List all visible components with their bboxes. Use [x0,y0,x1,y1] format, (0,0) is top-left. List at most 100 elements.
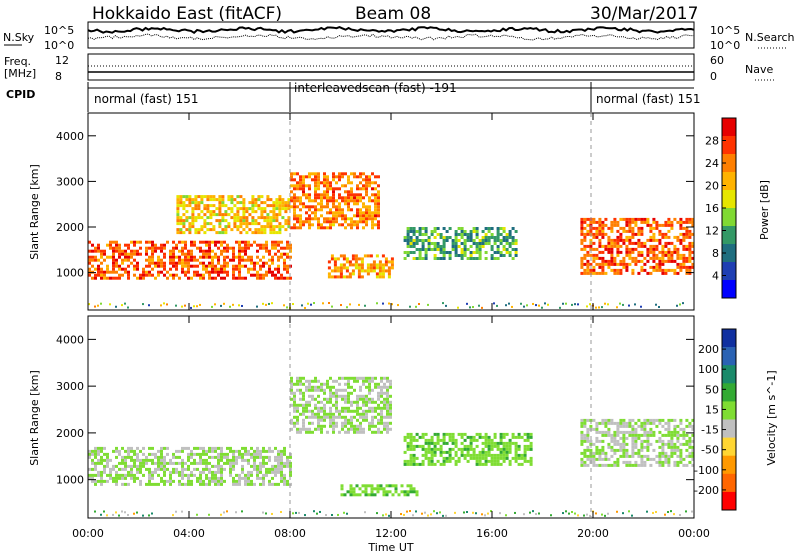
data-cell [136,464,139,468]
data-cell [278,228,282,232]
data-cell [323,190,326,194]
data-cell [475,227,479,230]
data-cell [220,243,223,247]
data-cell [178,455,181,459]
data-cell [244,249,247,253]
data-cell [118,267,121,271]
data-cell [251,219,255,223]
data-cell [139,461,142,465]
ground-scatter-cell [445,304,447,307]
data-cell [330,275,334,279]
data-cell [454,453,458,457]
data-cell [661,250,665,254]
data-cell [148,258,151,262]
data-cell [640,241,644,245]
data-cell [244,252,247,256]
ground-scatter-cell [427,303,429,306]
data-cell [445,450,449,454]
data-cell [409,459,413,463]
ground-scatter-cell [409,510,411,513]
data-cell [460,441,464,445]
data-cell [380,421,383,425]
data-cell [403,236,407,239]
data-cell [238,476,241,480]
data-cell [223,258,226,262]
data-cell [667,217,671,221]
data-cell [487,227,491,230]
data-cell [145,249,148,253]
data-cell [326,211,329,215]
data-cell [433,254,437,257]
data-cell [166,479,169,483]
data-cell [661,271,665,275]
data-cell [203,231,207,235]
freq-panel: Freq. [MHz] Nave 12 8 60 0 [4,53,775,83]
data-cell [649,457,653,461]
data-cell [379,487,383,491]
data-cell [406,233,410,236]
data-cell [374,415,377,419]
data-cell [412,435,416,439]
data-cell [685,229,689,233]
data-cell [320,196,323,200]
data-cell [628,433,632,437]
data-cell [406,462,410,466]
data-cell [271,270,274,274]
data-cell [311,430,314,434]
data-cell [202,267,205,271]
data-cell [260,210,264,214]
data-cell [106,276,109,280]
data-cell [616,430,620,434]
data-cell [344,172,347,176]
data-cell [368,199,371,203]
data-cell [283,473,286,477]
data-cell [335,394,338,398]
data-cell [94,276,97,280]
data-cell [375,272,379,276]
data-cell [206,204,210,208]
data-cell [142,452,145,456]
data-cell [91,452,94,456]
data-cell [172,246,175,250]
data-cell [208,455,211,459]
data-cell [239,222,243,226]
data-cell [184,252,187,256]
data-cell [406,432,410,436]
data-cell [199,276,202,280]
data-cell [194,207,198,211]
data-cell [344,415,347,419]
data-cell [637,226,641,230]
data-cell [430,462,434,466]
data-cell [688,268,692,272]
data-cell [296,379,299,383]
x-tick-label: 16:00 [476,527,508,540]
data-cell [601,433,605,437]
data-cell [613,439,617,443]
data-cell [268,449,271,453]
data-cell [136,446,139,450]
data-cell [676,271,680,275]
data-cell [430,435,434,439]
ground-scatter-cell [679,303,681,306]
ground-scatter-cell [316,512,318,515]
data-cell [375,254,379,258]
power-colorbar-tick: 16 [705,202,719,215]
data-cell [88,455,91,459]
data-cell [406,236,410,239]
data-cell [290,397,293,401]
data-cell [667,433,671,437]
data-cell [142,458,145,462]
data-cell [362,211,365,215]
data-cell [658,223,662,227]
data-cell [580,436,584,440]
data-cell [505,248,509,251]
data-cell [655,418,659,422]
data-cell [283,461,286,465]
data-cell [355,493,359,497]
data-cell [664,223,668,227]
velocity-colorbar-swatch [722,347,736,366]
data-cell [317,187,320,191]
data-cell [341,217,344,221]
data-cell [103,252,106,256]
data-cell [604,271,608,275]
